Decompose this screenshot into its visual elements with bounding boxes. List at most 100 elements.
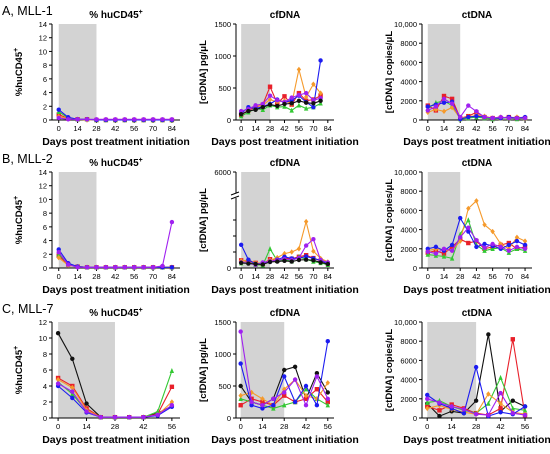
data-point: [510, 411, 515, 416]
data-point: [510, 405, 515, 411]
x-axis-label: Days post treatment initiation: [42, 434, 190, 446]
data-point: [296, 102, 302, 108]
y-axis-label: [ctDNA] copies/μL: [384, 31, 395, 114]
y-tick-label: 12: [39, 318, 47, 327]
data-point: [282, 94, 287, 99]
data-point: [466, 240, 471, 246]
data-point: [314, 371, 320, 376]
data-point: [506, 248, 512, 253]
data-point: [246, 108, 251, 114]
data-point: [498, 400, 503, 407]
y-tick-label: 0: [413, 414, 417, 423]
data-point: [514, 238, 520, 244]
row-title-b: B, MLL-2: [2, 152, 53, 166]
x-tick-label: 14: [73, 124, 81, 133]
data-point: [303, 100, 309, 105]
panel-title: ctDNA: [462, 308, 493, 319]
data-point: [318, 98, 323, 104]
y-tick-label: 8: [43, 350, 47, 359]
data-point: [425, 405, 430, 412]
data-point: [482, 245, 487, 251]
data-point: [296, 98, 302, 104]
data-point: [311, 105, 316, 110]
y-tick-label: 8: [43, 209, 47, 218]
panel-title: % huCD45+: [89, 9, 143, 21]
x-tick-label: 84: [168, 272, 176, 281]
data-point: [474, 198, 479, 204]
data-point: [292, 377, 298, 382]
data-point: [169, 403, 175, 408]
x-axis-label: Days post treatment initiation: [211, 434, 359, 446]
data-point: [311, 258, 316, 263]
data-point: [498, 390, 503, 396]
data-point: [303, 90, 309, 96]
data-point: [522, 238, 528, 244]
treatment-shading: [427, 322, 477, 418]
y-axis-label: [cfDNA] pg/μL: [198, 188, 209, 252]
data-point: [282, 367, 287, 373]
x-tick-label: 70: [309, 272, 317, 281]
data-point: [318, 100, 323, 106]
data-point: [238, 392, 243, 399]
data-point: [311, 101, 316, 106]
y-tick-label: 4: [43, 89, 47, 98]
x-tick-label: 14: [251, 272, 259, 281]
x-tick-label: 42: [111, 272, 119, 281]
x-tick-label: 28: [456, 272, 464, 281]
data-point: [127, 415, 132, 420]
data-point: [84, 409, 89, 414]
panel-title: ctDNA: [462, 10, 493, 21]
data-point: [303, 392, 309, 399]
data-point: [296, 92, 302, 98]
data-point: [238, 329, 243, 334]
data-point: [325, 399, 330, 405]
data-point: [449, 96, 455, 102]
panel-title: cfDNA: [270, 158, 301, 169]
data-point: [318, 58, 323, 63]
data-point: [275, 97, 280, 103]
x-tick-label: 56: [130, 272, 138, 281]
data-point: [56, 107, 61, 112]
y-tick-label: 10: [39, 47, 47, 56]
data-point: [437, 408, 442, 413]
data-point: [318, 260, 323, 265]
data-point: [303, 254, 309, 259]
data-point: [169, 399, 175, 405]
data-point: [275, 259, 280, 264]
x-tick-label: 56: [488, 272, 496, 281]
panel-C-cfDNA: cfDNA 0 500 1000 1500 0 14 28 42 56 Days post trea…: [198, 308, 359, 446]
data-point: [267, 96, 273, 103]
data-point: [303, 396, 309, 401]
x-tick-label: 28: [456, 124, 464, 133]
data-point: [65, 262, 71, 267]
x-tick-label: 28: [92, 272, 100, 281]
y-tick-label: 4000: [400, 376, 417, 385]
data-point: [56, 115, 61, 121]
y-tick-label: 1500: [214, 318, 231, 327]
data-point: [150, 265, 156, 270]
x-tick-label: 70: [505, 124, 513, 133]
x-tick-label: 0: [425, 422, 429, 431]
data-point: [425, 104, 430, 109]
data-point: [449, 101, 455, 106]
data-point: [296, 66, 302, 73]
data-point: [289, 107, 294, 113]
data-point: [482, 241, 487, 247]
data-point: [490, 115, 495, 121]
data-point: [482, 114, 487, 120]
y-tick-label: 2000: [400, 395, 417, 404]
data-point: [514, 234, 520, 240]
x-tick-label: 70: [149, 124, 157, 133]
data-point: [325, 396, 330, 401]
panel-A-ctDNA: ctDNA 0 2000 4000 6000 8000 10,000 0 14 28 42 56 70 8…: [384, 10, 550, 148]
data-point: [437, 400, 442, 405]
data-point: [498, 406, 503, 411]
data-point: [303, 257, 309, 262]
x-tick-label: 14: [448, 422, 456, 431]
y-axis-label: [cfDNA] pg/μL: [198, 338, 209, 402]
x-tick-label: 56: [295, 272, 303, 281]
data-point: [249, 403, 254, 408]
y-tick-label: 10,000: [394, 168, 417, 177]
data-point: [282, 103, 287, 109]
data-point: [466, 103, 471, 108]
